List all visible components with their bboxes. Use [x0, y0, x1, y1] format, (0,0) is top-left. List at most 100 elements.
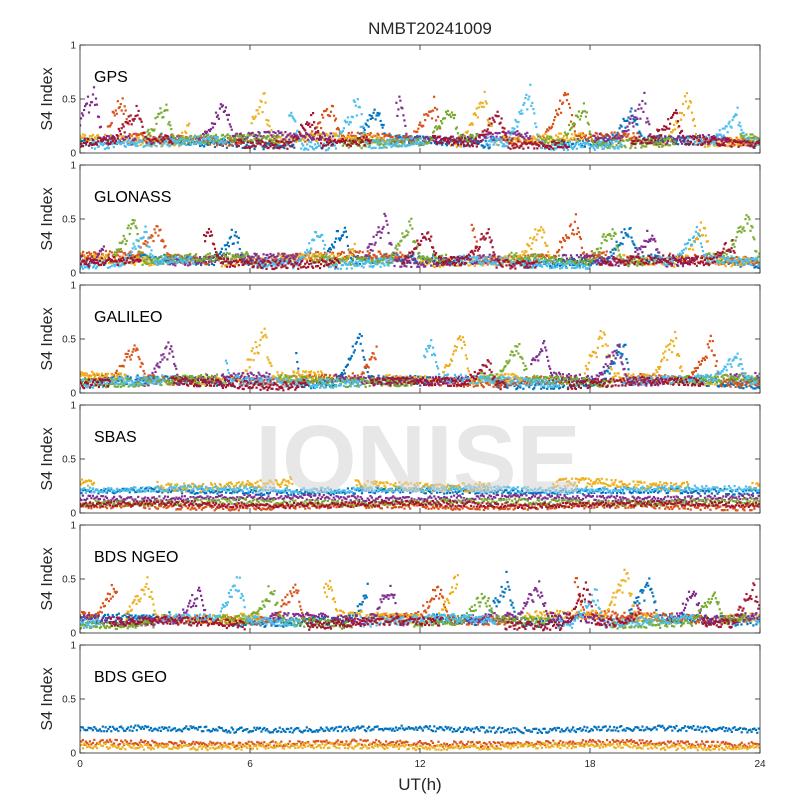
data-point — [592, 146, 595, 150]
data-point — [372, 134, 375, 137]
data-point — [136, 253, 139, 256]
data-point — [508, 142, 511, 145]
data-point — [430, 142, 433, 145]
data-point — [568, 225, 572, 228]
data-point — [395, 139, 398, 142]
data-point — [591, 141, 594, 144]
data-point — [514, 118, 517, 121]
data-point — [468, 145, 471, 148]
data-point — [300, 147, 303, 150]
data-point — [328, 255, 332, 258]
data-point — [532, 238, 535, 241]
data-point — [683, 95, 687, 98]
data-point — [259, 143, 262, 146]
data-point — [617, 140, 620, 143]
data-point — [496, 132, 499, 135]
data-point — [90, 146, 94, 149]
data-point — [698, 229, 701, 232]
data-point — [171, 138, 174, 141]
data-point — [426, 261, 429, 264]
data-point — [394, 135, 397, 138]
data-point — [572, 125, 576, 128]
data-point — [264, 131, 267, 134]
data-point — [170, 141, 173, 144]
data-point — [98, 257, 101, 260]
data-point — [503, 127, 506, 130]
data-point — [668, 137, 671, 140]
data-point — [206, 136, 210, 139]
data-point — [693, 140, 696, 143]
data-point — [727, 137, 730, 140]
data-point — [588, 256, 591, 259]
data-point — [173, 139, 176, 142]
data-point — [163, 142, 166, 145]
data-point — [181, 137, 184, 140]
data-point — [125, 140, 128, 143]
data-point — [621, 242, 624, 246]
data-point — [644, 138, 647, 141]
data-point — [394, 144, 397, 148]
data-point — [292, 117, 295, 120]
data-point — [696, 238, 699, 241]
data-point — [535, 139, 538, 142]
data-point — [475, 107, 478, 110]
data-point — [553, 148, 556, 151]
data-point — [528, 137, 531, 140]
data-point — [418, 123, 421, 126]
data-point — [550, 136, 553, 139]
data-point — [348, 139, 351, 142]
data-point — [589, 264, 592, 267]
data-point — [346, 135, 349, 138]
data-point — [613, 135, 616, 138]
data-point — [262, 145, 265, 148]
data-point — [681, 102, 685, 105]
data-point — [479, 139, 482, 143]
data-point — [271, 140, 274, 143]
data-point — [140, 132, 143, 135]
data-point — [637, 139, 640, 142]
data-point — [264, 257, 267, 260]
data-point — [452, 259, 456, 262]
data-point — [635, 141, 638, 144]
data-point — [82, 250, 85, 253]
data-point — [662, 144, 665, 147]
data-point — [383, 212, 386, 215]
data-point — [394, 258, 397, 261]
data-point — [233, 264, 236, 267]
data-point — [133, 142, 136, 145]
data-point — [101, 144, 104, 147]
data-point — [368, 133, 371, 136]
data-point — [90, 135, 94, 138]
data-point — [527, 254, 530, 257]
data-point — [188, 261, 191, 264]
data-point — [369, 256, 372, 259]
data-point — [370, 243, 373, 246]
data-point — [579, 145, 582, 149]
data-point — [358, 106, 361, 109]
data-point — [337, 237, 340, 240]
data-point — [329, 110, 333, 113]
data-point — [514, 146, 517, 149]
data-point — [94, 137, 98, 140]
data-point — [113, 142, 116, 145]
data-point — [148, 138, 151, 142]
data-point — [220, 254, 223, 257]
data-point — [723, 127, 726, 130]
data-point — [357, 141, 360, 144]
data-point — [289, 145, 292, 148]
data-point — [423, 113, 426, 116]
data-point — [627, 235, 630, 238]
data-point — [396, 253, 399, 256]
data-point — [386, 138, 389, 141]
data-point — [476, 133, 479, 136]
data-point — [552, 139, 555, 142]
data-point — [183, 136, 186, 139]
data-point — [103, 133, 106, 136]
data-point — [107, 135, 110, 138]
data-point — [198, 261, 201, 264]
data-point — [516, 125, 519, 128]
data-point — [561, 145, 565, 148]
data-point — [702, 138, 705, 141]
data-point — [254, 145, 257, 148]
data-point — [127, 139, 130, 142]
